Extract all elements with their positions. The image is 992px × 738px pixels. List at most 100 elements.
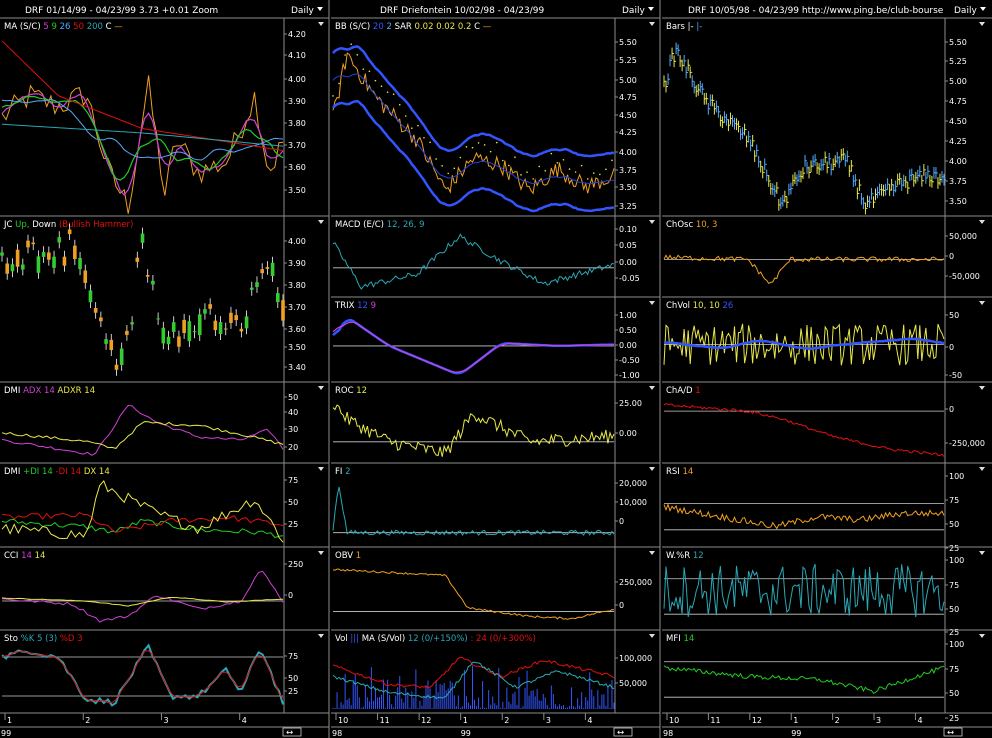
x-tick-label: 10 — [338, 716, 348, 725]
bb-upper-line — [332, 45, 615, 158]
panel-menu-arrow-icon[interactable] — [318, 467, 324, 471]
candle-body — [88, 290, 93, 303]
candle-body — [171, 322, 176, 332]
column-2: BB (S/C) 20 2 SAR 0.02 0.02 0.2 C — 5.50… — [331, 0, 661, 738]
candle-body — [156, 318, 160, 320]
candle-body — [275, 293, 280, 303]
candle-body — [5, 263, 10, 274]
y-tick-label: 0 — [949, 343, 954, 352]
y-tick-label: 3.75 — [619, 166, 637, 175]
sar-dot — [495, 141, 498, 144]
sar-dot — [465, 146, 468, 148]
y-tick-label: 4.00 — [288, 237, 306, 246]
bb-lower-line — [332, 99, 615, 213]
candle-body — [135, 257, 140, 262]
panel-menu-arrow-icon[interactable] — [649, 386, 655, 390]
panel-menu-arrow-icon[interactable] — [318, 551, 324, 555]
panel-menu-arrow-icon[interactable] — [649, 22, 655, 26]
y-tick-label: 0 — [619, 601, 624, 610]
y-tick-label: 50 — [949, 605, 959, 614]
candle-body — [260, 269, 264, 274]
y-tick-label: -0.05 — [619, 274, 640, 283]
y-tick-label: 20 — [288, 443, 298, 452]
panel-legend: MFI 14 — [666, 634, 694, 644]
period-selector[interactable]: Daily — [622, 6, 645, 16]
sar-dot — [404, 115, 407, 117]
panel-menu-arrow-icon[interactable] — [318, 634, 324, 638]
period-selector[interactable]: Daily — [954, 6, 977, 16]
panel-menu-arrow-icon[interactable] — [318, 22, 324, 26]
panel-menu-arrow-icon[interactable] — [979, 22, 985, 26]
panel-menu-arrow-icon[interactable] — [979, 301, 985, 305]
panel-legend: ChA/D 1 — [666, 386, 701, 396]
col3-series — [663, 42, 946, 698]
y-tick-label: 0.00 — [619, 429, 637, 438]
y-tick-label: 5.50 — [619, 38, 637, 47]
chevron-down-icon[interactable] — [648, 7, 654, 11]
x-tick-label: 1 — [463, 716, 468, 725]
sar-dot — [483, 144, 486, 146]
candle-body — [0, 252, 4, 256]
cci-line — [1, 570, 284, 623]
scroll-button[interactable] — [613, 727, 633, 737]
panel-menu-arrow-icon[interactable] — [979, 467, 985, 471]
y-tick-label: 30 — [288, 425, 298, 434]
x-tick-label: 4 — [587, 716, 592, 725]
panel-legend: CCI 14 14 — [4, 551, 45, 561]
candle-body — [140, 233, 145, 243]
y-tick-label: 250 — [288, 560, 303, 569]
roc-line — [332, 404, 615, 457]
year-label: 99 — [791, 729, 801, 738]
y-tick-label: 4.25 — [619, 128, 637, 137]
candle-body — [78, 257, 82, 270]
panel-legend: DMI ADX 14 ADXR 14 — [4, 386, 95, 396]
y-tick-label: 3.40 — [288, 363, 306, 372]
scroll-arrows-icon[interactable]: ↔ — [617, 728, 624, 738]
panel-legend: Sto %K 5 (3) %D 3 — [4, 634, 83, 644]
panel-menu-arrow-icon[interactable] — [979, 551, 985, 555]
y-tick-label: 5.50 — [949, 38, 967, 47]
panel-menu-arrow-icon[interactable] — [649, 301, 655, 305]
panel-menu-arrow-icon[interactable] — [318, 386, 324, 390]
panel-menu-arrow-icon[interactable] — [979, 220, 985, 224]
year-label: 99 — [461, 729, 471, 738]
y-tick-label: 3.50 — [619, 183, 637, 192]
sar-dot — [477, 142, 480, 144]
candle-body — [192, 331, 197, 333]
period-selector[interactable]: Daily — [291, 6, 314, 16]
panel-legend: W.%R 12 — [666, 551, 704, 561]
y-tick-label: -0.50 — [619, 356, 640, 365]
macd-line — [332, 233, 615, 290]
candle-body — [255, 282, 259, 287]
ma-200-line — [1, 123, 284, 147]
close-line — [1, 75, 284, 214]
candle-body — [36, 256, 41, 273]
y-tick-label: 25 — [949, 714, 959, 723]
scroll-button[interactable] — [943, 727, 963, 737]
panel-menu-arrow-icon[interactable] — [318, 220, 324, 224]
chevron-down-icon[interactable] — [980, 7, 986, 11]
scroll-button[interactable] — [282, 727, 302, 737]
column-3: Bars |- |- 5.50 5.25 5.00 4.75 4.50 4.25 4.00 3… — [662, 17, 992, 738]
chevron-down-icon[interactable] — [317, 7, 323, 11]
panel-menu-arrow-icon[interactable] — [649, 551, 655, 555]
scroll-arrows-icon[interactable]: ↔ — [286, 728, 293, 738]
y-tick-label: 3.60 — [288, 325, 306, 334]
y-tick-label: 3.70 — [288, 141, 306, 150]
candle-body — [161, 327, 166, 344]
sar-dot — [386, 91, 389, 93]
candle-body — [213, 320, 218, 331]
panel-menu-arrow-icon[interactable] — [649, 467, 655, 471]
y-tick-label: 100 — [949, 640, 964, 649]
col2-series — [332, 43, 615, 709]
y-tick-label: -250,000 — [949, 439, 985, 448]
sar-dot — [398, 103, 401, 106]
close-line — [332, 52, 615, 195]
panel-menu-arrow-icon[interactable] — [979, 386, 985, 390]
scroll-arrows-icon[interactable]: ↔ — [947, 728, 954, 738]
y-tick-label: 5.00 — [619, 76, 637, 85]
panel-menu-arrow-icon[interactable] — [649, 220, 655, 224]
panel-menu-arrow-icon[interactable] — [979, 634, 985, 638]
panel-menu-arrow-icon[interactable] — [649, 634, 655, 638]
sar-dot — [435, 158, 437, 160]
